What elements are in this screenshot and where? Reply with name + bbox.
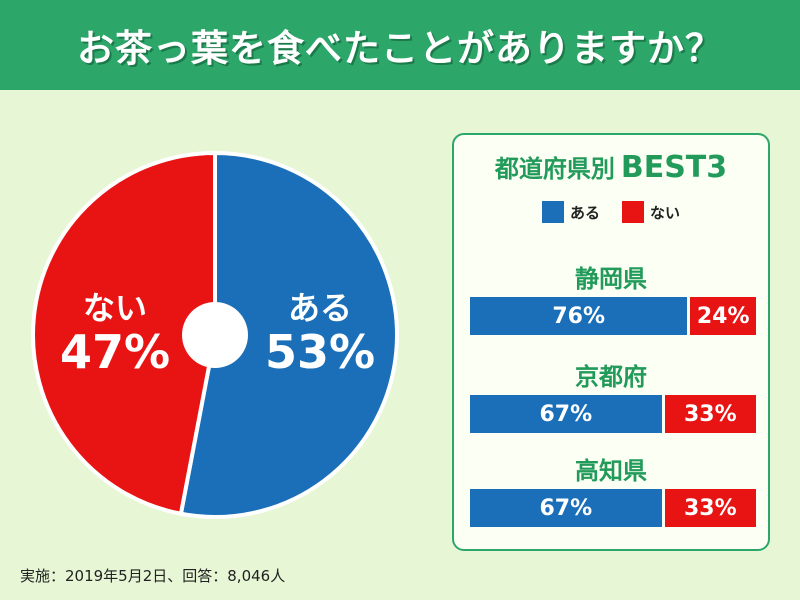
legend-label-yes: ある [569, 203, 600, 222]
pie-value-yes: 53% [264, 325, 376, 379]
pie-slice-yes [178, 150, 399, 519]
best3-panel: 都道府県別 BEST3 ある ない 静岡県 76% 24% 京都府 67% 33%… [452, 133, 770, 551]
bar-segment-yes: 67% [470, 395, 662, 433]
legend-item-no: ない [622, 201, 680, 223]
bar-kyoto: 67% 33% [470, 395, 756, 433]
legend: ある ない [454, 201, 768, 223]
legend-item-yes: ある [541, 201, 600, 223]
legend-swatch-yes [541, 201, 564, 223]
category-label-shizuoka: 静岡県 [575, 265, 647, 293]
pie-category-no: ない [82, 289, 147, 327]
legend-label-no: ない [650, 203, 681, 222]
category-label-kochi: 高知県 [575, 457, 647, 485]
bar-segment-no: 33% [661, 395, 756, 433]
panel-title-jp: 都道府県別 [494, 155, 615, 183]
bar-segment-no: 24% [687, 297, 756, 335]
bar-segment-yes: 76% [470, 297, 688, 335]
bar-kochi: 67% 33% [470, 489, 756, 527]
pie-chart [31, 150, 399, 519]
pie-slice-no [31, 150, 217, 517]
panel-title-best: BEST3 [620, 150, 728, 185]
category-label-kyoto: 京都府 [575, 363, 647, 391]
pie-category-yes: ある [287, 289, 352, 327]
panel-title: 都道府県別 BEST3 [454, 149, 768, 185]
pie-center-hole [182, 302, 248, 368]
pie-label-yes: ある 53% [250, 283, 390, 375]
bar-segment-yes: 67% [470, 489, 662, 527]
legend-swatch-no [622, 201, 644, 223]
page-title: お茶っ葉を食べたことがありますか？ [77, 27, 723, 70]
pie-label-no: ない 47% [45, 283, 185, 375]
header-banner: お茶っ葉を食べたことがありますか？ [0, 0, 800, 90]
pie-value-no: 47% [59, 325, 171, 379]
survey-footnote: 実施：2019年5月2日、回答：8,046人 [20, 567, 286, 585]
bar-segment-no: 33% [661, 489, 756, 527]
bar-shizuoka: 76% 24% [470, 297, 756, 335]
